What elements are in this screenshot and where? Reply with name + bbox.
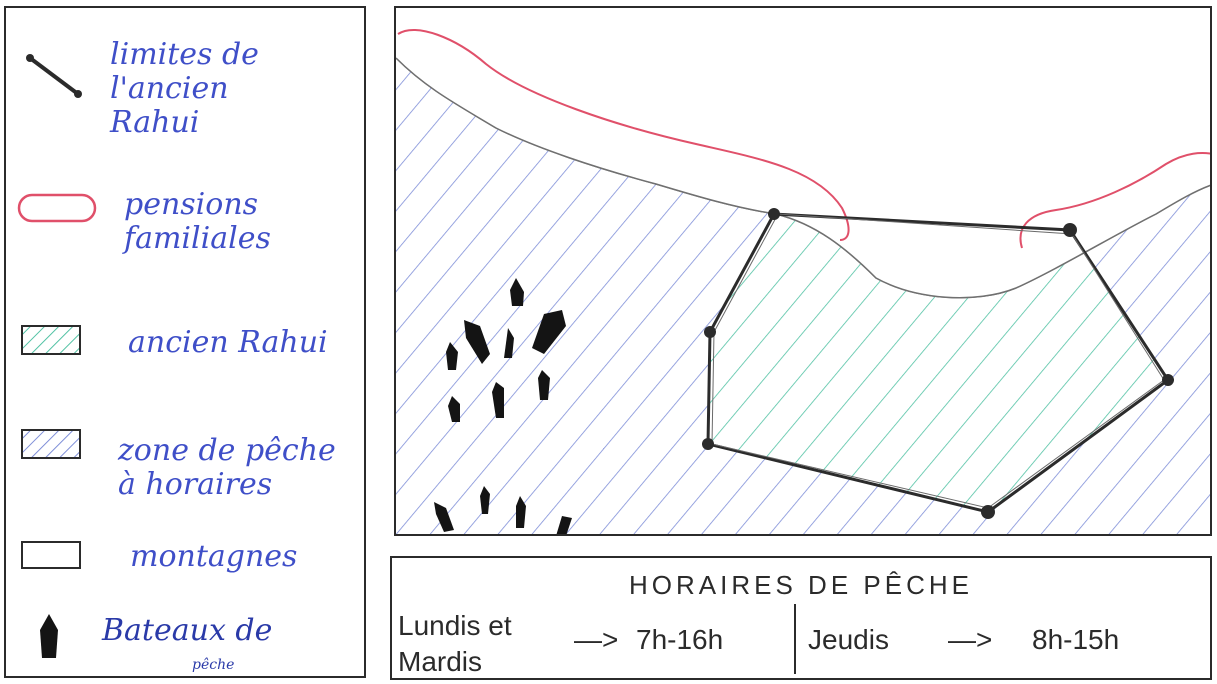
schedule-title: HORAIRES DE PÊCHE (629, 570, 973, 600)
boat-12 (556, 516, 572, 534)
boat-7 (492, 382, 504, 418)
green-hatch-icon (21, 325, 81, 355)
boat-icon (40, 614, 58, 658)
schedule-hours-1: 7h-16h (636, 624, 724, 655)
map-panel (394, 6, 1212, 536)
map-legend: limites de l'ancien Rahui pensions famil… (4, 6, 366, 678)
legend-label-boats: Bateaux de (102, 613, 273, 648)
fishing-boats (434, 278, 572, 534)
boundary-line-icon (26, 54, 82, 98)
schedule-arrow-2: —> (948, 624, 993, 655)
boat-2 (464, 320, 490, 364)
map-drawing (396, 8, 1210, 534)
pink-outline-icon (17, 193, 97, 223)
boat-9 (434, 502, 454, 532)
guesthouse-outline-right (1019, 152, 1210, 249)
boat-5 (446, 342, 458, 370)
schedule-arrow-1: —> (574, 624, 619, 655)
schedule-divider (794, 604, 796, 674)
boat-6 (538, 370, 550, 400)
boat-10 (480, 486, 490, 514)
legend-label-old-rahui: ancien Rahui (128, 325, 328, 360)
schedule-hours-2: 8h-15h (1032, 624, 1120, 655)
boat-1 (510, 278, 524, 306)
legend-label-boats-sub: pêche (192, 657, 235, 673)
guesthouse-outline-left (397, 29, 850, 241)
boat-11 (516, 496, 526, 528)
schedule-days-1: Lundis et Mardis (398, 610, 512, 677)
empty-box-icon (21, 541, 81, 569)
boat-3 (532, 310, 566, 354)
schedule-days-2: Jeudis (808, 624, 889, 655)
legend-label-guesthouses: pensions familiales (124, 187, 271, 256)
fishing-schedule: HORAIRES DE PÊCHE Lundis et Mardis —> 7h… (390, 556, 1212, 680)
legend-label-boundary: limites de l'ancien Rahui (110, 37, 259, 140)
boat-4 (504, 328, 514, 358)
legend-label-mountains: montagnes (130, 539, 298, 574)
blue-hatch-icon (21, 429, 81, 459)
boundary-vertices (702, 208, 1174, 519)
boat-8 (448, 396, 460, 422)
legend-label-fishing-zone: zone de pêche à horaires (118, 433, 336, 502)
